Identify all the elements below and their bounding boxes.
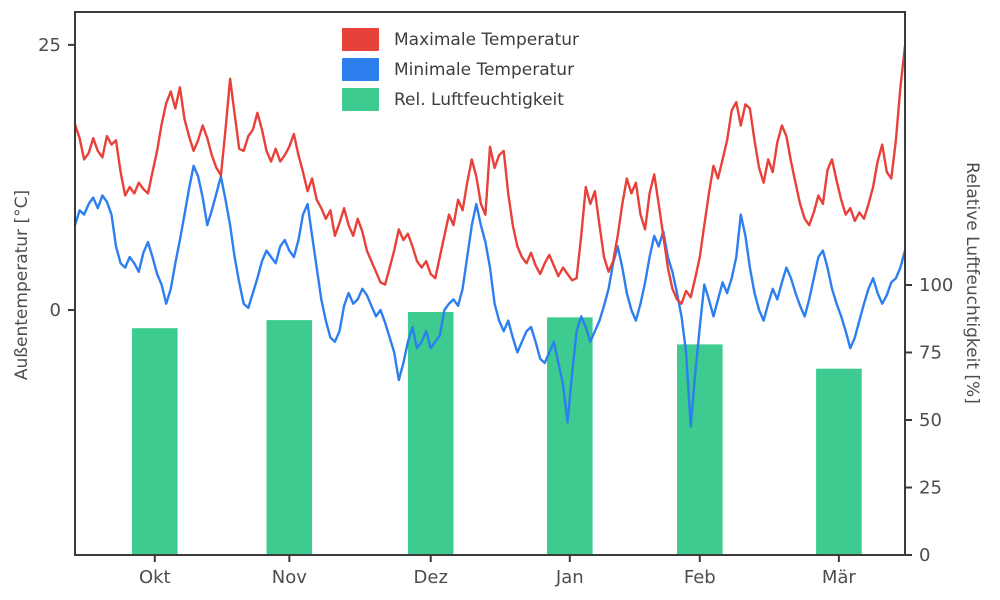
legend: Maximale Temperatur Minimale Temperatur … (342, 28, 579, 111)
left-tick-label: 25 (38, 35, 61, 56)
x-tick-label-Feb: Feb (684, 567, 716, 588)
x-tick-label-Dez: Dez (414, 567, 448, 588)
legend-swatch-max-temp (342, 28, 379, 51)
right-tick-label: 50 (919, 410, 942, 431)
humidity-bar-Nov (266, 320, 313, 555)
right-tick-label: 75 (919, 342, 942, 363)
x-tick-label-Jan: Jan (555, 567, 584, 588)
legend-label-humidity: Rel. Luftfeuchtigkeit (394, 89, 564, 110)
humidity-bar-Feb (677, 344, 723, 555)
humidity-bar-Jan (547, 317, 593, 555)
legend-item-max-temp: Maximale Temperatur (342, 28, 579, 51)
max-temperature-line (73, 44, 907, 305)
legend-swatch-humidity (342, 88, 379, 111)
humidity-bar-Mär (816, 368, 862, 555)
plot-border (74, 11, 906, 556)
left-tick-label: 0 (50, 300, 61, 321)
right-tick-label: 100 (919, 275, 953, 296)
legend-item-min-temp: Minimale Temperatur (342, 58, 579, 81)
legend-swatch-min-temp (342, 58, 379, 81)
right-axis-title: Relative Luftfeuchtigkeit [%] (962, 162, 982, 404)
x-tick-label-Nov: Nov (272, 567, 307, 588)
legend-label-max-temp: Maximale Temperatur (394, 29, 580, 50)
x-tick-label-Okt: Okt (139, 567, 171, 588)
legend-item-humidity: Rel. Luftfeuchtigkeit (342, 88, 579, 111)
humidity-bar-Okt (132, 328, 178, 555)
x-tick-label-Mär: Mär (822, 567, 857, 588)
legend-label-min-temp: Minimale Temperatur (394, 59, 575, 80)
right-tick-label: 25 (919, 477, 942, 498)
min-temperature-line (73, 164, 907, 428)
left-axis-title: Außentemperatur [°C] (12, 189, 32, 381)
right-tick-label: 0 (919, 545, 930, 566)
humidity-bar-Dez (407, 312, 454, 555)
